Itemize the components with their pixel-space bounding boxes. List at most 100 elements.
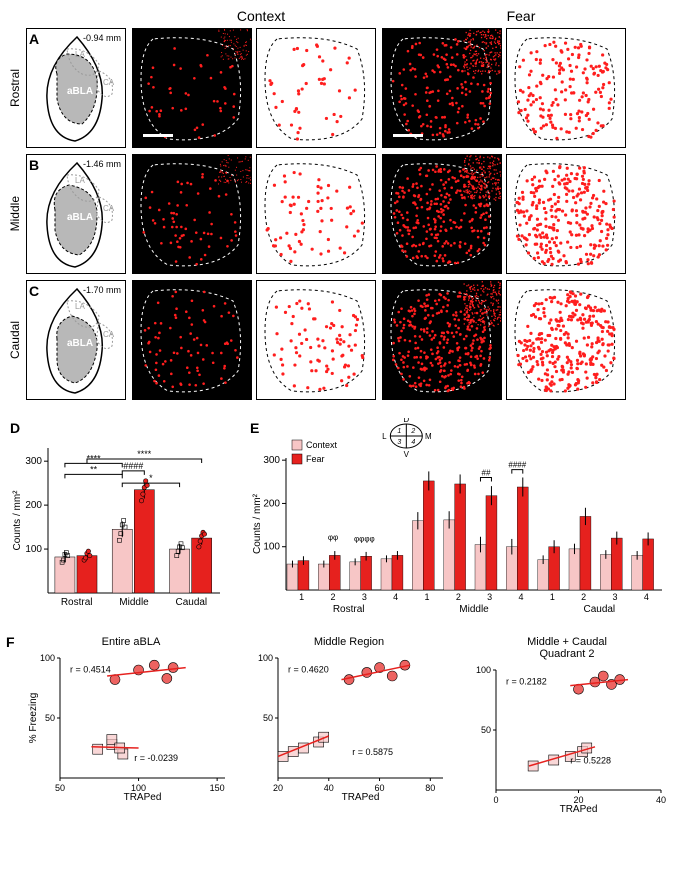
svg-text:r = 0.5875: r = 0.5875 <box>352 747 393 757</box>
scatter-0: Entire aBLA5010050100150% FreezingTRAPed… <box>26 636 236 816</box>
context-header: Context <box>136 8 386 24</box>
svg-text:1: 1 <box>299 592 304 602</box>
panel-d: D 100200300Counts / mm²RostralMiddleCaud… <box>8 418 228 618</box>
svg-text:3: 3 <box>362 592 367 602</box>
scatter-row: Entire aBLA5010050100150% FreezingTRAPed… <box>26 636 672 816</box>
svg-text:40: 40 <box>656 795 666 805</box>
svg-text:LA: LA <box>75 50 85 59</box>
bar-chart-e: 100 200 300 Counts / mm² Context Fear D V L M 1 2 3 4… <box>248 418 668 618</box>
svg-text:2: 2 <box>581 592 586 602</box>
svg-text:2: 2 <box>330 592 335 602</box>
row-caudal: Caudal C -1.70 mm aBLA LA CA <box>8 280 672 400</box>
side-label-caudal: Caudal <box>8 321 26 359</box>
side-label-rostral: Rostral <box>8 69 26 107</box>
figure-root: Context Fear Rostral A -0.94 mm aBLA LA CA Mid… <box>8 8 672 816</box>
schematic-middle: B-1.46 mmaBLALACA <box>26 154 126 274</box>
micrograph-caudal-fear-white <box>506 280 626 400</box>
micrograph-rostral-fear-black <box>382 28 502 148</box>
svg-text:0: 0 <box>493 795 498 805</box>
micrograph-middle-context-black <box>132 154 252 274</box>
svg-text:4: 4 <box>644 592 649 602</box>
svg-text:300: 300 <box>25 456 42 467</box>
panel-label-c: C <box>29 283 39 299</box>
svg-text:2: 2 <box>410 428 415 435</box>
micrograph-caudal-fear-black <box>382 280 502 400</box>
micro-pair-middle-context <box>132 154 376 274</box>
svg-text:100: 100 <box>263 542 280 553</box>
svg-text:50: 50 <box>55 783 65 793</box>
svg-text:4: 4 <box>518 592 523 602</box>
svg-text:Counts / mm²: Counts / mm² <box>12 490 23 551</box>
svg-text:150: 150 <box>210 783 225 793</box>
label-d: D <box>10 420 20 436</box>
svg-text:50: 50 <box>481 725 491 735</box>
micrograph-caudal-context-white <box>256 280 376 400</box>
micro-pair-rostral-fear <box>382 28 626 148</box>
svg-text:100: 100 <box>40 653 55 663</box>
rows-abc: RostralA-0.94 mmaBLALACAMiddleB-1.46 mma… <box>8 28 672 400</box>
svg-text:L: L <box>382 432 387 441</box>
svg-text:r = 0.4514: r = 0.4514 <box>70 664 111 674</box>
svg-text:Context: Context <box>306 440 338 450</box>
svg-text:200: 200 <box>25 500 42 511</box>
svg-text:2: 2 <box>456 592 461 602</box>
svg-text:φφφφ: φφφφ <box>354 535 375 544</box>
svg-text:100: 100 <box>258 653 273 663</box>
svg-text:% Freezing: % Freezing <box>28 693 39 744</box>
svg-text:80: 80 <box>425 783 435 793</box>
svg-text:V: V <box>404 450 410 459</box>
svg-text:**: ** <box>90 464 98 474</box>
bregma-rostral: -0.94 mm <box>83 33 121 43</box>
panel-label-a: A <box>29 31 39 47</box>
svg-text:r = 0.2182: r = 0.2182 <box>506 676 547 686</box>
column-headers: Context Fear <box>136 8 672 24</box>
side-label-middle: Middle <box>8 196 26 231</box>
svg-text:LA: LA <box>75 176 85 185</box>
micro-pair-rostral-context <box>132 28 376 148</box>
svg-text:Middle: Middle <box>459 604 489 615</box>
svg-text:TRAPed: TRAPed <box>560 804 598 814</box>
micrograph-rostral-context-black <box>132 28 252 148</box>
row-middle: MiddleB-1.46 mmaBLALACA <box>8 154 672 274</box>
svg-text:1: 1 <box>397 428 401 435</box>
row-de: D 100 200 300 Counts / mm² Rostral Middle Caud… <box>8 418 672 618</box>
label-e: E <box>250 420 259 436</box>
micrograph-rostral-context-white <box>256 28 376 148</box>
svg-text:##: ## <box>482 468 491 477</box>
svg-text:****: **** <box>137 449 152 459</box>
svg-text:φφ: φφ <box>328 533 338 542</box>
svg-text:1: 1 <box>550 592 555 602</box>
svg-text:Counts / mm²: Counts / mm² <box>252 493 263 554</box>
svg-text:CA: CA <box>103 78 115 87</box>
micrograph-middle-context-white <box>256 154 376 274</box>
svg-text:300: 300 <box>263 455 280 466</box>
svg-text:r = 0.4620: r = 0.4620 <box>288 664 329 674</box>
micro-pair-caudal-fear <box>382 280 626 400</box>
svg-text:aBLA: aBLA <box>67 338 93 349</box>
svg-text:200: 200 <box>263 498 280 509</box>
svg-text:*: * <box>149 473 153 483</box>
micrograph-rostral-fear-white <box>506 28 626 148</box>
scatter-title-1: Middle Region <box>244 636 454 648</box>
scatter-2: Middle + CaudalQuadrant 25010002040TRAPe… <box>462 636 672 816</box>
svg-text:TRAPed: TRAPed <box>342 792 380 802</box>
svg-text:LA: LA <box>75 302 85 311</box>
svg-text:Fear: Fear <box>306 454 325 464</box>
micrograph-middle-fear-black <box>382 154 502 274</box>
svg-text:CA: CA <box>103 330 115 339</box>
svg-text:50: 50 <box>45 713 55 723</box>
svg-text:Caudal: Caudal <box>175 597 207 608</box>
svg-text:3: 3 <box>397 439 401 446</box>
svg-text:4: 4 <box>393 592 398 602</box>
svg-text:D: D <box>403 418 409 424</box>
panel-label-b: B <box>29 157 39 173</box>
micrograph-middle-fear-white <box>506 154 626 274</box>
svg-text:Rostral: Rostral <box>61 597 93 608</box>
svg-text:Caudal: Caudal <box>583 604 615 615</box>
svg-text:Middle: Middle <box>119 597 149 608</box>
bregma-caudal: -1.70 mm <box>83 285 121 295</box>
svg-text:40: 40 <box>324 783 334 793</box>
svg-text:M: M <box>425 432 432 441</box>
scatter-1: Middle Region5010020406080TRAPedr = 0.46… <box>244 636 454 816</box>
schematic-rostral: A-0.94 mmaBLALACA <box>26 28 126 148</box>
